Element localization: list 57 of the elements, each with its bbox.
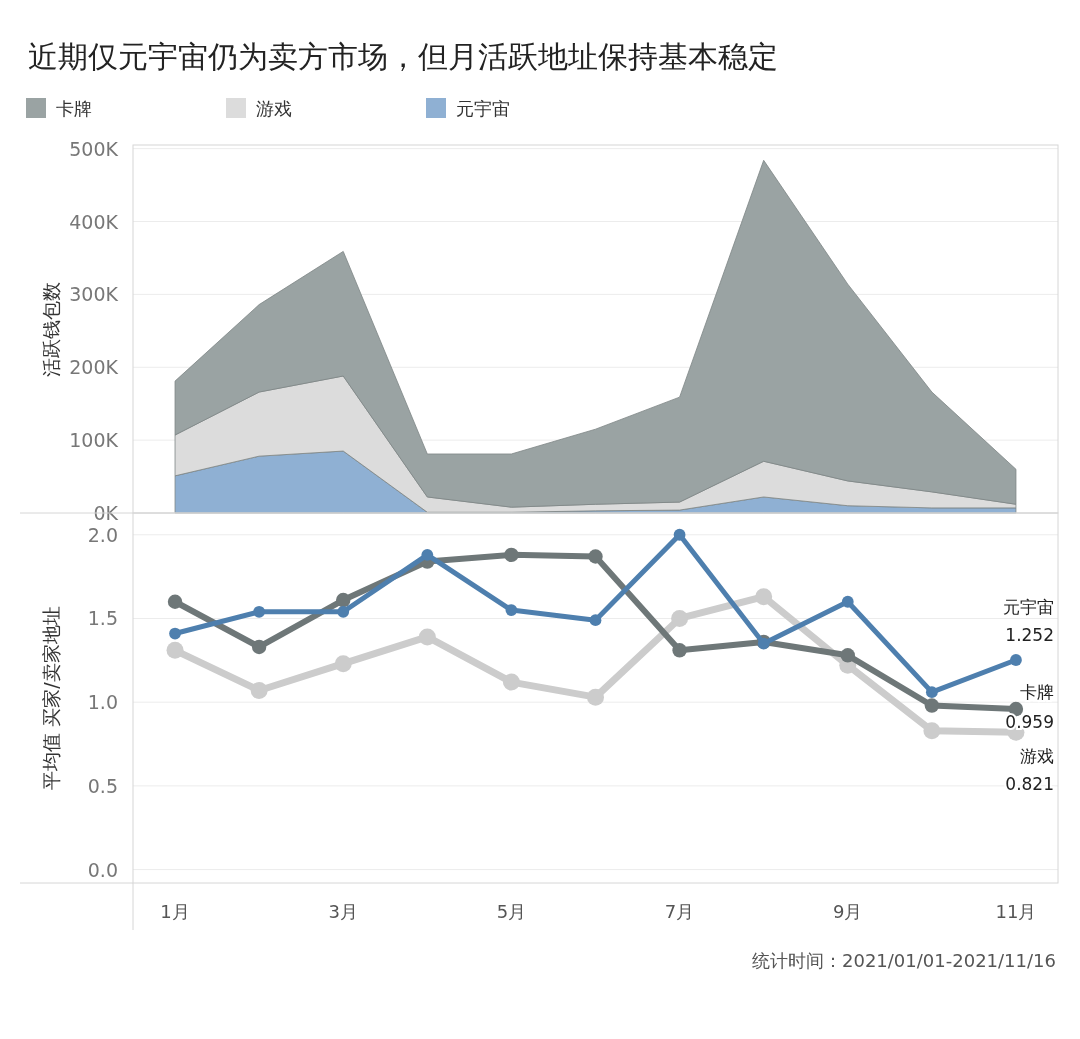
x-tick-label: 5月	[496, 901, 527, 922]
text: 统计时间：2021/01/01-2021/11/16	[752, 950, 1056, 971]
y-tick-label: 400K	[69, 210, 119, 233]
data-label: 1.252	[1005, 625, 1054, 645]
point	[841, 595, 854, 608]
y-tick-label: 0.5	[87, 774, 118, 797]
point	[337, 605, 350, 618]
text: 元宇宙	[1003, 597, 1054, 617]
y-tick-label: 100K	[69, 429, 119, 452]
series-label: 游戏	[1020, 746, 1054, 767]
y-tick-label: 1.5	[87, 607, 118, 630]
point	[166, 641, 184, 659]
point	[672, 643, 687, 658]
point	[169, 627, 181, 640]
point	[671, 609, 689, 627]
y-axis-title: 平均值 买家/卖家地址	[40, 606, 62, 790]
point	[923, 722, 941, 740]
x-tick-label: 9月	[833, 901, 863, 922]
data-label: 0.821	[1005, 774, 1054, 795]
point	[502, 673, 520, 691]
legend-label: 元宇宙	[456, 98, 510, 119]
y-axis-title: 活跃钱包数	[40, 281, 62, 377]
point	[924, 698, 940, 713]
point	[253, 605, 266, 618]
point	[167, 594, 183, 609]
y-tick-label: 200K	[69, 356, 119, 379]
legend-label: 卡牌	[56, 98, 92, 119]
point	[673, 528, 686, 541]
point	[755, 588, 773, 606]
point	[418, 628, 436, 646]
y-tick-label: 1.0	[87, 691, 118, 714]
x-tick-label: 11月	[995, 901, 1037, 922]
x-tick-label: 7月	[664, 901, 695, 922]
y-tick-label: 0.0	[87, 858, 118, 881]
point	[251, 639, 267, 655]
series-label: 卡牌	[1020, 682, 1054, 703]
chart-title: 近期仅元宇宙仍为卖方市场，但月活跃地址保持基本稳定	[28, 39, 778, 74]
point	[250, 681, 268, 699]
y-tick-label: 0K	[93, 502, 119, 524]
x-tick-label: 1月	[160, 901, 190, 922]
point	[589, 614, 602, 627]
legend-label: 游戏	[256, 98, 292, 119]
y-tick-label: 500K	[69, 137, 119, 160]
y-tick-label: 2.0	[87, 523, 118, 546]
point	[840, 648, 855, 663]
point	[925, 686, 938, 699]
data-label: 0.959	[1005, 712, 1054, 733]
point	[588, 549, 603, 564]
point	[421, 548, 434, 561]
point	[505, 604, 518, 616]
point	[334, 655, 352, 673]
point	[336, 592, 351, 608]
x-tick-label: 3月	[328, 901, 358, 922]
point	[587, 688, 604, 706]
y-tick-label: 300K	[69, 283, 119, 306]
point	[1010, 654, 1022, 666]
point	[504, 547, 519, 563]
